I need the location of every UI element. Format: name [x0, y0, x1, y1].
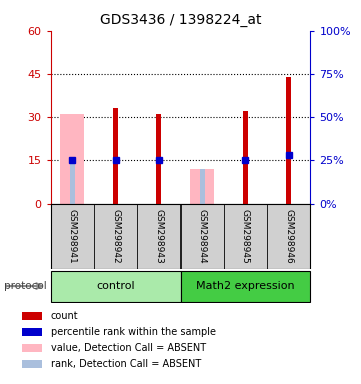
Text: value, Detection Call = ABSENT: value, Detection Call = ABSENT	[51, 343, 206, 353]
Bar	[156, 114, 161, 204]
Text: GSM298946: GSM298946	[284, 209, 293, 263]
Bar	[243, 111, 248, 204]
FancyBboxPatch shape	[180, 271, 310, 302]
Text: GSM298942: GSM298942	[111, 209, 120, 263]
Bar	[70, 161, 75, 204]
FancyBboxPatch shape	[51, 271, 180, 302]
Text: control: control	[96, 281, 135, 291]
Bar	[113, 109, 118, 204]
Bar	[22, 328, 42, 336]
Bar	[60, 114, 84, 204]
Bar	[200, 169, 205, 204]
Bar	[22, 312, 42, 319]
Text: count: count	[51, 311, 78, 321]
Bar	[22, 344, 42, 352]
Text: GSM298941: GSM298941	[68, 209, 77, 263]
Bar	[286, 77, 291, 204]
Text: percentile rank within the sample: percentile rank within the sample	[51, 327, 216, 337]
Text: GSM298945: GSM298945	[241, 209, 250, 263]
Title: GDS3436 / 1398224_at: GDS3436 / 1398224_at	[100, 13, 261, 27]
Bar	[22, 361, 42, 368]
Text: GSM298943: GSM298943	[155, 209, 163, 263]
Text: GSM298944: GSM298944	[198, 209, 206, 263]
Text: Math2 expression: Math2 expression	[196, 281, 295, 291]
Bar	[190, 169, 214, 204]
Text: protocol: protocol	[4, 281, 46, 291]
Text: rank, Detection Call = ABSENT: rank, Detection Call = ABSENT	[51, 359, 201, 369]
